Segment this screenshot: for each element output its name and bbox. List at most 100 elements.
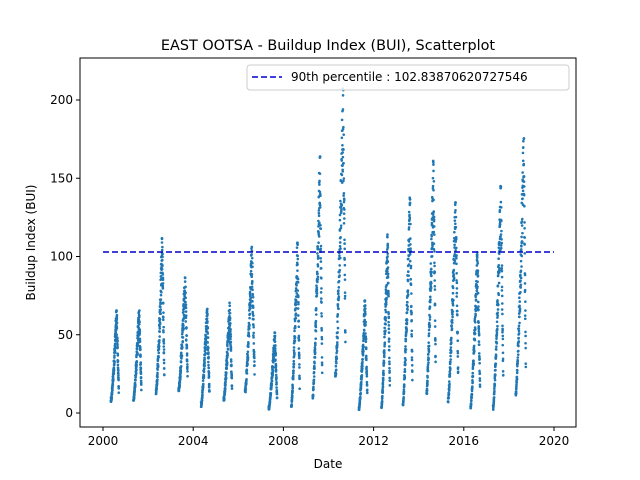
data-point [432, 215, 436, 219]
data-point [478, 383, 482, 386]
data-point [296, 281, 300, 284]
data-point [383, 351, 386, 355]
data-point [318, 155, 322, 158]
data-point [248, 316, 251, 320]
data-point [365, 358, 368, 362]
data-point [201, 393, 204, 396]
data-point [313, 348, 317, 351]
data-point [384, 308, 387, 312]
data-point [455, 272, 458, 275]
data-point [430, 255, 434, 258]
data-point [519, 279, 522, 283]
data-point [253, 356, 256, 360]
data-point [245, 382, 248, 386]
data-point [470, 399, 473, 402]
data-point [495, 327, 499, 331]
data-point [341, 108, 345, 111]
data-point [337, 289, 340, 292]
data-point [410, 364, 414, 367]
data-point [270, 382, 274, 385]
data-point [157, 347, 161, 351]
data-point [500, 285, 504, 289]
data-point [524, 346, 527, 350]
data-point [478, 361, 481, 365]
data-point [250, 273, 254, 276]
data-point [161, 301, 165, 305]
data-point [316, 252, 319, 255]
data-point [475, 283, 478, 287]
data-point [365, 372, 369, 376]
y-tick-label: 150 [50, 171, 73, 185]
data-point [185, 352, 189, 355]
data-point [228, 308, 232, 312]
data-point [342, 177, 346, 180]
data-point [516, 369, 519, 372]
data-point [248, 292, 252, 296]
data-point [520, 220, 524, 223]
data-point [407, 270, 410, 274]
data-point [245, 369, 249, 372]
data-point [296, 314, 300, 317]
data-point [227, 339, 230, 343]
data-point [252, 350, 256, 354]
data-point [229, 340, 233, 344]
data-point [455, 291, 459, 295]
data-point [402, 390, 406, 393]
data-point [250, 253, 253, 256]
data-point [320, 337, 324, 341]
data-point [185, 346, 189, 350]
data-point [208, 390, 211, 393]
data-point [343, 258, 346, 261]
data-point [251, 300, 254, 303]
data-point [521, 146, 525, 149]
data-point [311, 393, 315, 397]
data-point [293, 352, 296, 356]
data-point [139, 355, 142, 358]
data-point [524, 334, 527, 338]
data-point [186, 365, 189, 369]
data-point [225, 356, 229, 359]
data-point [320, 342, 324, 345]
data-point [364, 354, 368, 358]
data-point [162, 367, 166, 370]
data-point [388, 384, 392, 387]
data-point [207, 363, 210, 367]
data-point [314, 307, 318, 310]
data-point [317, 235, 321, 238]
data-point [161, 252, 164, 256]
legend: 90th percentile : 102.83870620727546 [246, 64, 570, 91]
data-point [292, 359, 296, 363]
data-point [341, 155, 345, 159]
data-point [334, 364, 338, 368]
data-point [226, 353, 229, 357]
data-point [338, 264, 341, 267]
data-point [410, 332, 413, 336]
x-axis-label: Date [314, 457, 343, 471]
data-point [519, 273, 522, 277]
data-point [450, 327, 454, 330]
data-point [317, 225, 320, 228]
data-point [363, 299, 367, 302]
data-point [117, 391, 121, 394]
data-point [312, 381, 316, 384]
data-point [451, 313, 454, 316]
data-point [477, 308, 480, 312]
data-point [228, 326, 231, 329]
data-point [521, 189, 525, 193]
data-point [359, 395, 362, 399]
data-point [295, 284, 298, 287]
data-point [384, 323, 387, 326]
data-point [342, 191, 346, 195]
data-points [109, 87, 528, 412]
data-point [388, 379, 392, 382]
data-point [162, 358, 166, 362]
data-point [248, 323, 251, 327]
data-point [161, 264, 164, 268]
data-point [317, 214, 321, 218]
data-point [275, 392, 279, 396]
data-point [434, 342, 437, 346]
data-point [472, 362, 476, 365]
data-point [313, 367, 316, 370]
data-point [456, 351, 460, 355]
